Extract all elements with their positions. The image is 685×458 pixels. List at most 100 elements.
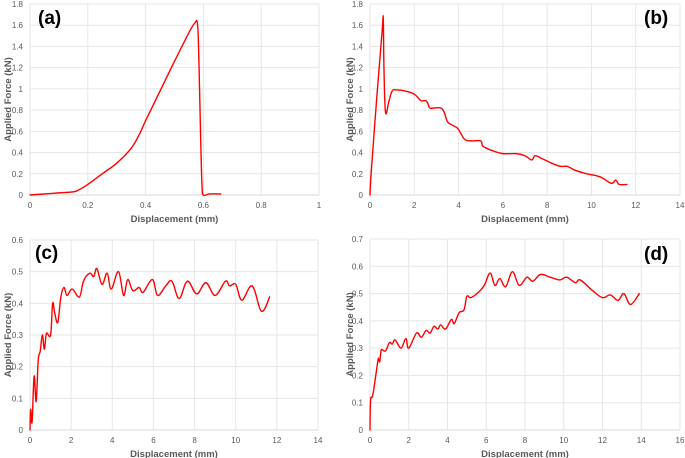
gridlines <box>29 239 319 431</box>
x-axis-title: Displacement (mm) <box>130 449 218 458</box>
svg-text:8: 8 <box>192 436 197 445</box>
x-axis-title: Displacement (mm) <box>481 449 569 458</box>
svg-text:0.1: 0.1 <box>12 394 24 403</box>
chart-panel-d: 0 0.1 0.2 0.3 0.4 0.5 0.6 0.7 0 2 4 6 8 10 12 14 16 Displ… <box>342 228 685 458</box>
svg-text:0.5: 0.5 <box>352 290 364 299</box>
svg-text:4: 4 <box>110 436 115 445</box>
chart-a-plot: 0 0.2 0.4 0.6 0.8 1 1.2 1.4 1.6 1.8 0 0.2 0.4 0.6 0.8 1… <box>3 0 322 225</box>
svg-text:1: 1 <box>19 85 24 94</box>
svg-text:0.2: 0.2 <box>82 201 94 210</box>
svg-text:14: 14 <box>676 201 685 210</box>
svg-text:0.6: 0.6 <box>198 201 210 210</box>
svg-text:0.8: 0.8 <box>12 106 24 115</box>
svg-text:0.8: 0.8 <box>352 106 364 115</box>
chart-c-plot: 0 0.1 0.2 0.3 0.4 0.5 0.6 0 2 4 6 8 10 12 14 Displaceme… <box>3 236 323 458</box>
svg-text:1.8: 1.8 <box>12 0 24 9</box>
chart-b-plot: 0 0.2 0.4 0.6 0.8 1 1.2 1.4 1.6 1.8 0 2 4 6 8 10 12 14 Dis… <box>345 0 685 225</box>
x-tick-labels: 0 2 4 6 8 10 12 14 <box>28 436 323 445</box>
panel-label-b: (b) <box>644 8 669 29</box>
chart-panel-c: 0 0.1 0.2 0.3 0.4 0.5 0.6 0 2 4 6 8 10 12 14 Displaceme… <box>0 228 342 458</box>
y-tick-labels: 0 0.2 0.4 0.6 0.8 1 1.2 1.4 1.6 1.8 <box>12 0 24 200</box>
svg-text:0.2: 0.2 <box>352 170 364 179</box>
svg-text:0.8: 0.8 <box>256 201 268 210</box>
svg-text:4: 4 <box>456 201 461 210</box>
svg-text:0.7: 0.7 <box>352 235 364 244</box>
y-axis-title: Applied Force (kN) <box>345 57 356 141</box>
svg-text:0: 0 <box>368 436 373 445</box>
force-displacement-line <box>369 15 628 196</box>
svg-text:4: 4 <box>445 436 450 445</box>
svg-text:16: 16 <box>676 436 685 445</box>
x-tick-labels: 0 2 4 6 8 10 12 14 16 <box>368 436 685 445</box>
svg-text:0: 0 <box>19 426 24 435</box>
svg-text:0.5: 0.5 <box>12 268 24 277</box>
svg-text:14: 14 <box>314 436 323 445</box>
svg-text:8: 8 <box>523 436 528 445</box>
svg-text:0.3: 0.3 <box>12 331 24 340</box>
svg-text:12: 12 <box>272 436 281 445</box>
svg-text:0.4: 0.4 <box>12 149 24 158</box>
svg-text:0.2: 0.2 <box>12 363 24 372</box>
svg-text:1.4: 1.4 <box>352 42 364 51</box>
svg-text:0: 0 <box>359 191 364 200</box>
svg-text:12: 12 <box>631 201 640 210</box>
svg-text:0.4: 0.4 <box>352 317 364 326</box>
svg-text:1: 1 <box>359 85 364 94</box>
x-axis-title: Displacement (mm) <box>131 214 219 225</box>
svg-text:1: 1 <box>317 201 322 210</box>
svg-text:1.4: 1.4 <box>12 42 24 51</box>
svg-text:1.6: 1.6 <box>12 21 24 30</box>
y-axis-title: Applied Force (kN) <box>345 292 356 376</box>
gridlines <box>369 238 681 431</box>
svg-text:0.6: 0.6 <box>12 236 24 245</box>
x-tick-labels: 0 0.2 0.4 0.6 0.8 1 <box>28 201 322 210</box>
svg-text:0: 0 <box>368 201 373 210</box>
force-displacement-line <box>369 271 641 431</box>
svg-text:0.6: 0.6 <box>352 262 364 271</box>
y-tick-labels: 0 0.1 0.2 0.3 0.4 0.5 0.6 0.7 <box>352 235 364 435</box>
x-axis-title: Displacement (mm) <box>481 214 569 225</box>
chart-panel-b: 0 0.2 0.4 0.6 0.8 1 1.2 1.4 1.6 1.8 0 2 4 6 8 10 12 14 Dis… <box>342 0 685 228</box>
svg-text:2: 2 <box>69 436 74 445</box>
svg-text:6: 6 <box>501 201 506 210</box>
svg-text:10: 10 <box>587 201 596 210</box>
svg-text:1.2: 1.2 <box>12 64 24 73</box>
panel-label-a: (a) <box>38 8 62 29</box>
svg-text:0.6: 0.6 <box>12 127 24 136</box>
force-displacement-line <box>29 267 271 431</box>
svg-text:10: 10 <box>231 436 240 445</box>
svg-text:0.4: 0.4 <box>12 299 24 308</box>
panel-label-d: (d) <box>644 244 669 265</box>
svg-text:8: 8 <box>545 201 550 210</box>
chart-panel-a: 0 0.2 0.4 0.6 0.8 1 1.2 1.4 1.6 1.8 0 0.2 0.4 0.6 0.8 1… <box>0 0 342 228</box>
svg-text:0.3: 0.3 <box>352 344 364 353</box>
svg-text:0.1: 0.1 <box>352 399 364 408</box>
svg-text:2: 2 <box>407 436 412 445</box>
svg-text:14: 14 <box>637 436 646 445</box>
chart-d-plot: 0 0.1 0.2 0.3 0.4 0.5 0.6 0.7 0 2 4 6 8 10 12 14 16 Displ… <box>345 235 685 458</box>
y-tick-labels: 0 0.1 0.2 0.3 0.4 0.5 0.6 <box>12 236 24 435</box>
y-tick-labels: 0 0.2 0.4 0.6 0.8 1 1.2 1.4 1.6 1.8 <box>352 0 364 200</box>
x-tick-labels: 0 2 4 6 8 10 12 14 <box>368 201 685 210</box>
y-axis-title: Applied Force (kN) <box>3 293 14 377</box>
svg-text:0.4: 0.4 <box>352 149 364 158</box>
svg-text:0.2: 0.2 <box>352 371 364 380</box>
svg-text:10: 10 <box>559 436 568 445</box>
svg-text:0: 0 <box>359 426 364 435</box>
svg-text:0: 0 <box>28 436 33 445</box>
svg-text:6: 6 <box>484 436 489 445</box>
y-axis-title: Applied Force (kN) <box>3 57 14 141</box>
force-displacement-line <box>29 19 222 197</box>
gridlines <box>29 3 320 196</box>
svg-text:0.4: 0.4 <box>140 201 152 210</box>
svg-text:2: 2 <box>412 201 417 210</box>
svg-text:6: 6 <box>151 436 156 445</box>
svg-text:0.2: 0.2 <box>12 170 24 179</box>
gridlines <box>369 3 681 196</box>
svg-text:0: 0 <box>28 201 33 210</box>
svg-text:0.6: 0.6 <box>352 127 364 136</box>
panel-label-c: (c) <box>35 243 59 264</box>
svg-text:12: 12 <box>598 436 607 445</box>
svg-text:1.6: 1.6 <box>352 21 364 30</box>
svg-text:0: 0 <box>19 191 24 200</box>
